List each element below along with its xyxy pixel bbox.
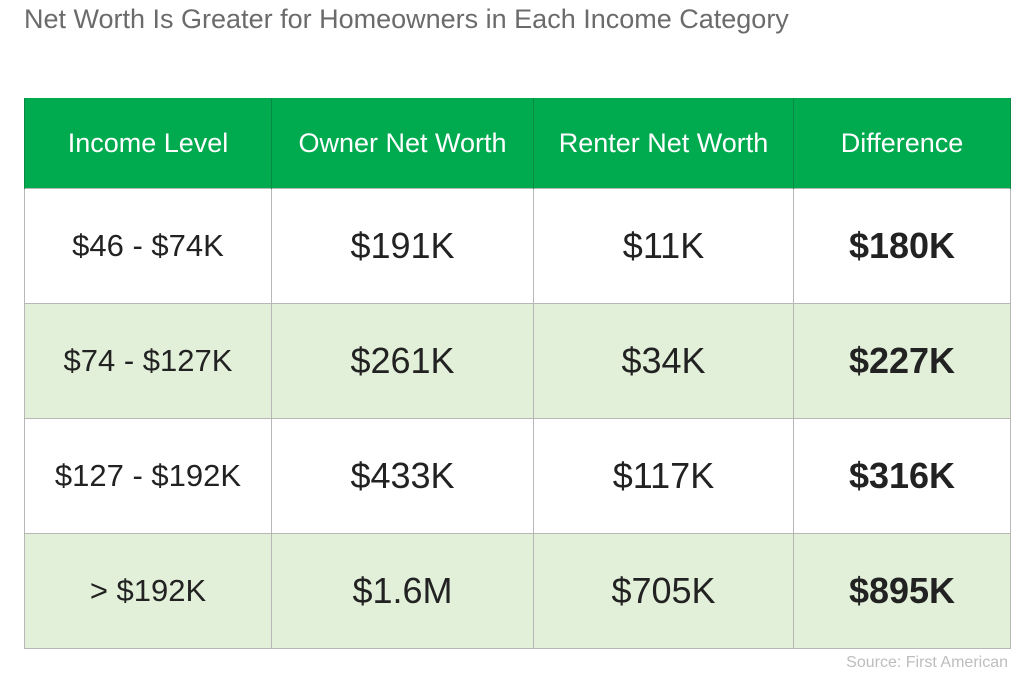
header-row: Income Level Owner Net Worth Renter Net Wo… xyxy=(24,98,1011,189)
table-cell: $316K xyxy=(793,418,1011,534)
title: Net Worth Is Greater for Homeowners in E… xyxy=(24,4,789,34)
header-cell: Difference xyxy=(793,98,1011,189)
table-cell: $74 - $127K xyxy=(24,303,272,419)
table-cell: $227K xyxy=(793,303,1011,419)
table-row: $74 - $127K $261K $34K $227K xyxy=(24,303,1011,419)
table-cell: $1.6M xyxy=(271,533,534,649)
table-cell: $180K xyxy=(793,188,1011,304)
table-cell: $34K xyxy=(533,303,794,419)
table-cell: $705K xyxy=(533,533,794,649)
header-cell: Owner Net Worth xyxy=(271,98,534,189)
header-cell: Renter Net Worth xyxy=(533,98,794,189)
table-row: $46 - $74K $191K $11K $180K xyxy=(24,188,1011,304)
header-cell: Income Level xyxy=(24,98,272,189)
table-cell: $117K xyxy=(533,418,794,534)
table-cell: > $192K xyxy=(24,533,272,649)
table-row: > $192K $1.6M $705K $895K xyxy=(24,533,1011,649)
table-body: $46 - $74K $191K $11K $180K $74 - $127K $261K… xyxy=(24,188,1011,649)
table-cell: $895K xyxy=(793,533,1011,649)
table-cell: $433K xyxy=(271,418,534,534)
table-cell: $127 - $192K xyxy=(24,418,272,534)
table-cell: $11K xyxy=(533,188,794,304)
table-cell: $191K xyxy=(271,188,534,304)
table-cell: $46 - $74K xyxy=(24,188,272,304)
net-worth-table: Income Level Owner Net Worth Renter Net Wo… xyxy=(24,98,1011,649)
source: Source: First American xyxy=(846,654,1008,671)
table-row: $127 - $192K $433K $117K $316K xyxy=(24,418,1011,534)
table-cell: $261K xyxy=(271,303,534,419)
